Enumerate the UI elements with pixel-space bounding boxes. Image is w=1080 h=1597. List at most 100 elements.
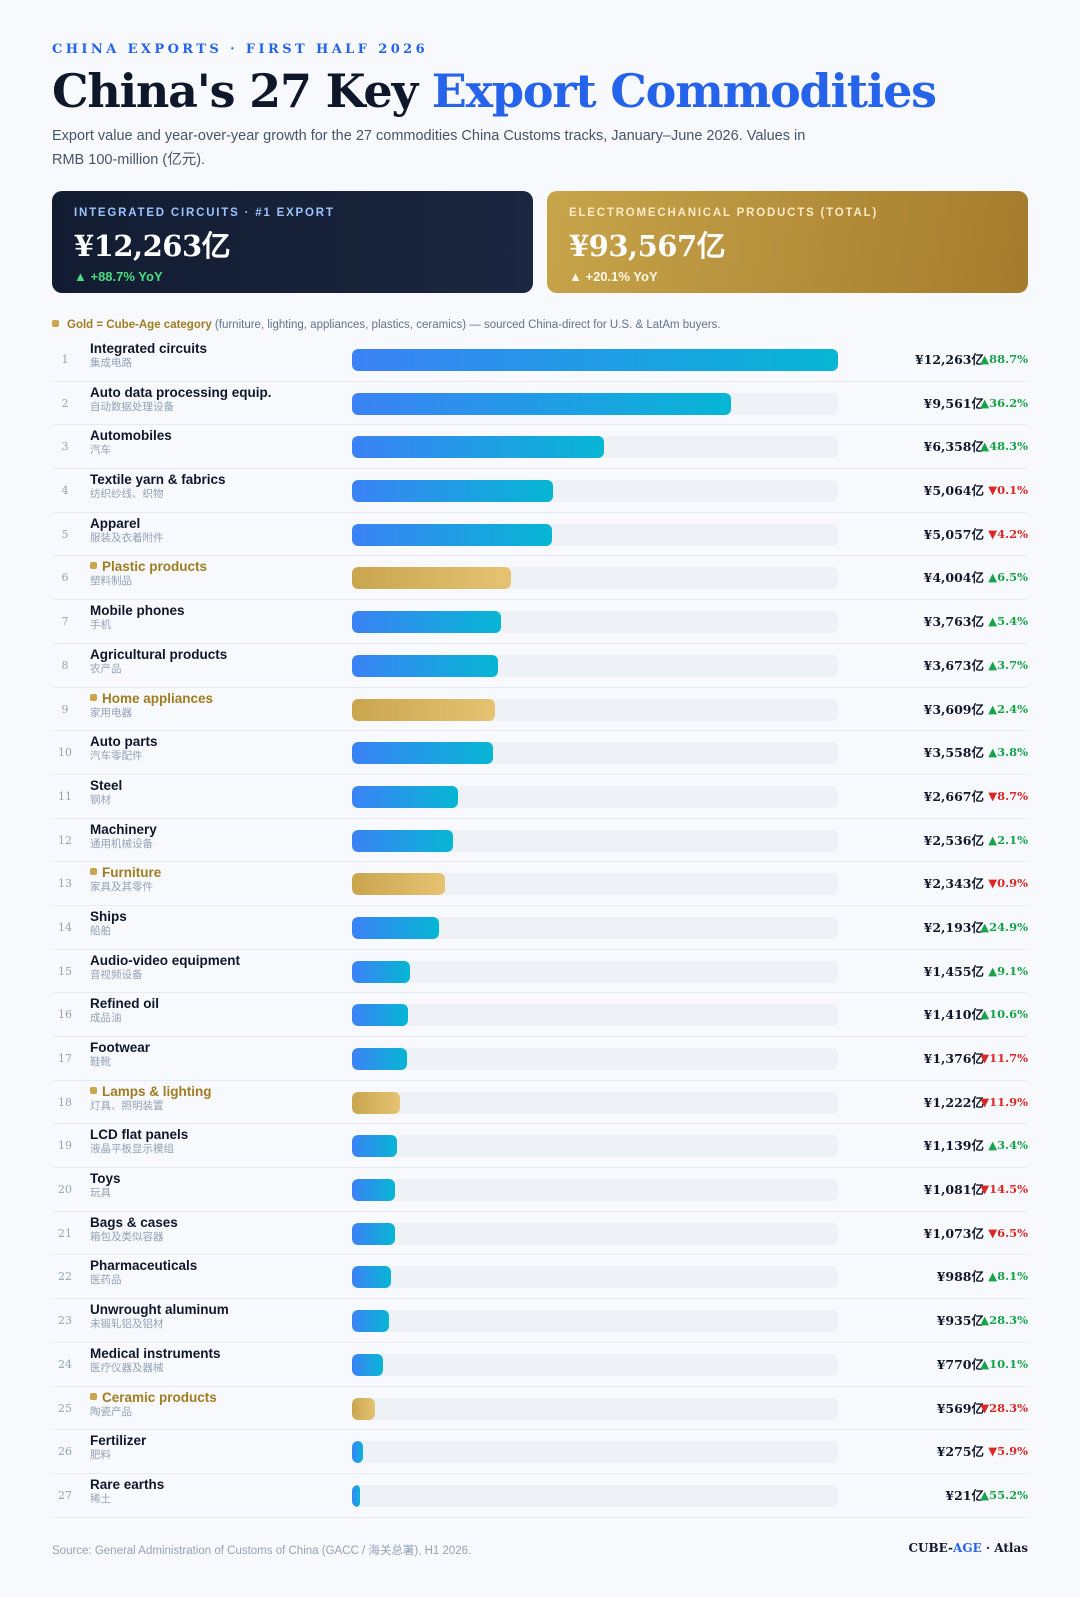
commodity-names: Toys 玩具	[90, 1171, 340, 1199]
yoy-label: ▲28.3%	[980, 1313, 1028, 1328]
commodity-name-row: Ships	[90, 909, 340, 925]
rank-number: 15	[58, 964, 72, 978]
yoy-label: ▼11.7%	[980, 1051, 1028, 1065]
value-label: ¥4,004亿	[923, 570, 984, 586]
gold-square-icon	[90, 562, 97, 570]
commodity-names: Auto data processing equip. 自动数据处理设备	[90, 385, 340, 413]
bar-track	[352, 829, 838, 852]
commodity-name-cn: 通用机械设备	[90, 837, 153, 850]
commodity-name-cn: 稀土	[90, 1492, 111, 1505]
commodity-name: Home appliances	[102, 690, 214, 706]
table-row: 6 Plastic products 塑料制品 ¥4,004亿 ▲6.5%	[52, 556, 1028, 601]
bar-fill	[352, 1310, 390, 1333]
value-label: ¥21亿	[945, 1487, 984, 1503]
bar-fill	[352, 1004, 408, 1027]
commodity-name: Ceramic products	[102, 1389, 217, 1405]
rank-number: 1	[61, 353, 69, 366]
bar-track	[352, 349, 838, 371]
commodity-name-cn: 灯具、照明装置	[90, 1099, 164, 1112]
table-row: 8 Agricultural products 农产品 ¥3,673亿 ▲3.7%	[52, 644, 1028, 688]
commodity-name: Ships	[90, 908, 127, 924]
rank-number: 18	[58, 1095, 72, 1109]
bar-track	[352, 480, 838, 503]
gold-square-icon	[90, 1086, 97, 1094]
yoy-label: ▲48.3%	[980, 439, 1028, 454]
commodity-name-cn: 音视频设备	[90, 968, 143, 981]
rank-number: 10	[58, 746, 72, 760]
commodity-names: Integrated circuits 集成电路	[90, 341, 340, 369]
commodity-name-cn: 集成电路	[90, 357, 132, 369]
source-note: Source: General Administration of Custom…	[52, 1545, 472, 1557]
table-row: 12 Machinery 通用机械设备 ¥2,536亿 ▲2.1%	[52, 819, 1028, 863]
value-label: ¥1,410亿	[923, 1007, 984, 1023]
commodity-name-cn: 家具及其零件	[90, 881, 153, 894]
commodity-names: Machinery 通用机械设备	[90, 822, 340, 850]
commodity-name-row: Pharmaceuticals	[90, 1258, 340, 1274]
commodity-name: Toys	[90, 1171, 121, 1187]
commodity-name: Automobiles	[90, 428, 172, 444]
bar-fill	[352, 1222, 395, 1245]
commodity-name: Unwrought aluminum	[90, 1302, 229, 1318]
table-row: 20 Toys 玩具 ¥1,081亿 ▼14.5%	[52, 1168, 1028, 1212]
page-title: China's 27 Key Export Commodities	[52, 64, 937, 118]
gold-square-icon	[52, 320, 59, 327]
value-label: ¥5,057亿	[923, 526, 984, 542]
rank-number: 16	[58, 1008, 72, 1022]
commodity-bar-chart: 1 Integrated circuits 集成电路 ¥12,263亿 ▲88.7% 2 A…	[52, 338, 1028, 1518]
commodity-names: Bags & cases 箱包及类似容器	[90, 1215, 340, 1243]
value-label: ¥1,376亿	[923, 1051, 984, 1066]
gold-square-icon	[90, 1392, 97, 1400]
yoy-label: ▼4.2%	[988, 526, 1028, 541]
table-row: 25 Ceramic products 陶瓷产品 ¥569亿 ▼28.3%	[52, 1387, 1028, 1431]
commodity-name-cn: 肥料	[90, 1449, 111, 1462]
bar-fill	[352, 1353, 383, 1376]
yoy-label: ▲2.4%	[988, 701, 1028, 716]
commodity-names: Fertilizer 肥料	[90, 1433, 340, 1461]
yoy-label: ▲55.2%	[980, 1487, 1028, 1502]
commodity-name: Textile yarn & fabrics	[90, 472, 226, 488]
commodity-name-row: Agricultural products	[90, 647, 340, 663]
value-label: ¥3,763亿	[923, 614, 984, 630]
top-export-yoy: ▲ +88.7% YoY	[74, 269, 163, 284]
commodity-name-cn: 农产品	[90, 662, 122, 675]
commodity-name-cn: 钢材	[90, 793, 111, 806]
legend-note: Gold = Cube-Age category (furniture, lig…	[52, 319, 721, 331]
legend-note-strong: Gold = Cube-Age category	[67, 319, 212, 331]
title-main: China's 27 Key	[52, 64, 432, 118]
rank-number: 14	[58, 920, 72, 934]
commodity-name: Auto parts	[90, 734, 158, 750]
rank-number: 22	[58, 1270, 72, 1284]
commodity-name: Mobile phones	[90, 603, 185, 619]
commodity-name-row: Auto parts	[90, 734, 340, 750]
bar-track	[352, 523, 838, 546]
yoy-label: ▲10.6%	[980, 1007, 1028, 1022]
commodity-name-cn: 鞋靴	[90, 1056, 111, 1068]
commodity-name-row: Toys	[90, 1171, 340, 1187]
commodity-names: Ships 船舶	[90, 909, 340, 937]
table-row: 3 Automobiles 汽车 ¥6,358亿 ▲48.3%	[52, 425, 1028, 470]
value-label: ¥2,667亿	[923, 788, 984, 804]
bar-track	[352, 611, 838, 634]
rank-number: 26	[58, 1445, 72, 1459]
commodity-names: Medical instruments 医疗仪器及器械	[90, 1346, 340, 1374]
rank-number: 4	[61, 484, 69, 498]
commodity-name-cn: 成品油	[90, 1012, 122, 1025]
yoy-label: ▼6.5%	[988, 1225, 1028, 1240]
value-label: ¥1,073亿	[923, 1225, 984, 1241]
table-row: 27 Rare earths 稀土 ¥21亿 ▲55.2%	[52, 1474, 1028, 1518]
commodity-names: Auto parts 汽车零配件	[90, 734, 340, 762]
rank-number: 17	[58, 1052, 72, 1065]
table-row: 1 Integrated circuits 集成电路 ¥12,263亿 ▲88.7%	[52, 338, 1028, 382]
kicker: CHINA EXPORTS · FIRST HALF 2026	[52, 42, 429, 57]
commodity-name-cn: 玩具	[90, 1187, 111, 1200]
rank-number: 20	[58, 1183, 72, 1197]
bar-track	[352, 1004, 838, 1027]
bar-track	[352, 1222, 838, 1245]
bar-fill	[352, 611, 502, 634]
rank-number: 9	[61, 702, 69, 716]
value-label: ¥6,358亿	[923, 439, 984, 455]
table-row: 15 Audio-video equipment 音视频设备 ¥1,455亿 ▲9.1%	[52, 950, 1028, 994]
yoy-label: ▼14.5%	[980, 1182, 1028, 1197]
commodity-name-cn: 纺织纱线、织物	[90, 488, 164, 501]
